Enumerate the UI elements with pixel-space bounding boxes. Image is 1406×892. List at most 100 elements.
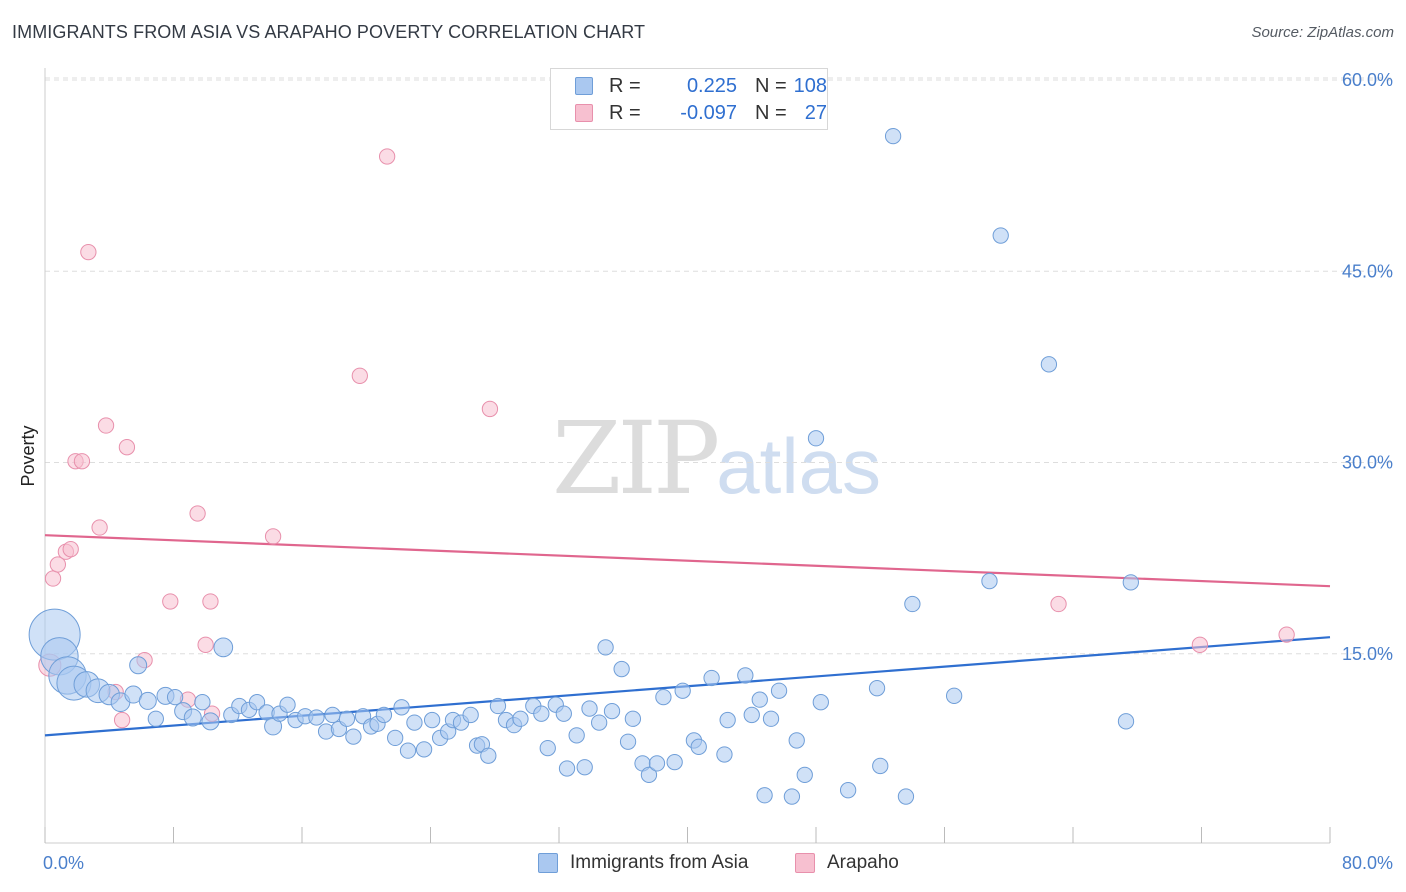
data-point-asia [981, 572, 998, 590]
legend-n-value: 108 [793, 75, 827, 97]
y-tick-label: 15.0% [1342, 644, 1393, 664]
data-point-asia [555, 705, 572, 722]
data-point-arapaho [481, 400, 499, 418]
data-point-asia [613, 660, 630, 678]
data-point-asia [788, 732, 805, 749]
data-point-asia [489, 697, 507, 715]
data-point-asia [387, 729, 404, 747]
data-point-arapaho [62, 541, 79, 558]
watermark: ZIPatlas [552, 400, 881, 517]
data-point-asia [624, 710, 642, 727]
data-point-asia [897, 788, 915, 805]
data-point-asia [338, 710, 356, 727]
bottom-legend-swatch-asia [538, 853, 558, 873]
data-point-asia [719, 711, 736, 729]
legend-swatch-arapaho [575, 104, 593, 122]
data-point-arapaho [378, 148, 396, 165]
x-tick-label: 0.0% [43, 853, 84, 873]
data-point-asia [533, 705, 550, 722]
watermark-zip: ZIP [552, 400, 720, 517]
axes [44, 68, 1331, 844]
legend-r-label: R = [609, 75, 641, 97]
y-axis-title: Poverty [18, 425, 38, 486]
source-label: Source: ZipAtlas.com [1251, 24, 1394, 41]
grid-lines [45, 77, 1395, 655]
data-point-asia [884, 127, 902, 145]
data-point-asia [183, 708, 202, 727]
data-point-asia [756, 787, 773, 804]
data-point-asia [648, 755, 666, 772]
data-point-asia [399, 742, 417, 759]
data-point-asia [703, 669, 720, 687]
data-point-asia [762, 710, 780, 727]
data-point-asia [597, 639, 614, 656]
data-point-asia [462, 706, 479, 724]
trend-line-arapaho [44, 534, 1331, 588]
data-point-arapaho [189, 505, 206, 522]
legend-r-label: R = [609, 102, 641, 124]
data-point-asia [423, 711, 441, 729]
data-point-asia [480, 747, 497, 764]
watermark-atlas: atlas [716, 422, 882, 510]
data-point-asia [201, 712, 220, 731]
data-point-asia [770, 682, 788, 699]
data-point-arapaho [351, 367, 368, 384]
y-tick-label: 45.0% [1342, 261, 1393, 281]
legend-swatch-asia [575, 77, 593, 95]
data-points [28, 127, 1295, 805]
data-point-asia [568, 727, 585, 744]
data-point-arapaho [73, 453, 91, 470]
legend-r-value: -0.097 [680, 102, 737, 124]
data-point-arapaho [162, 593, 179, 610]
data-point-asia [690, 738, 707, 755]
correlation-legend: R = 0.225 N = 108 R = -0.097 N = 27 [550, 68, 828, 130]
data-point-arapaho [91, 519, 108, 536]
data-point-arapaho [1278, 626, 1295, 643]
data-point-asia [603, 702, 621, 720]
data-point-asia [581, 700, 598, 717]
data-point-asia [308, 709, 325, 726]
data-point-asia [415, 741, 433, 758]
data-point-arapaho [1050, 595, 1067, 613]
data-point-asia [674, 682, 691, 699]
data-point-asia [194, 694, 211, 711]
data-point-asia [868, 680, 886, 697]
data-point-asia [248, 694, 266, 711]
data-point-arapaho [1191, 636, 1209, 653]
data-point-asia [129, 656, 148, 675]
data-point-asia [812, 694, 829, 711]
data-point-asia [783, 788, 801, 805]
x-tick-label: 80.0% [1342, 853, 1393, 873]
legend-n-label: N = [755, 102, 787, 124]
data-point-asia [751, 691, 768, 708]
data-point-asia [796, 766, 813, 784]
data-point-asia [375, 706, 393, 724]
y-tick-label: 60.0% [1342, 70, 1393, 90]
legend-n-value: 27 [804, 102, 827, 124]
data-point-asia [992, 227, 1009, 244]
chart-title: IMMIGRANTS FROM ASIA VS ARAPAHO POVERTY … [12, 22, 646, 42]
data-point-asia [558, 760, 576, 777]
data-point-asia [666, 753, 683, 771]
data-point-asia [904, 595, 921, 613]
data-point-arapaho [264, 528, 282, 545]
data-point-asia [737, 667, 754, 684]
data-point-asia [640, 766, 658, 784]
legend-n-label: N = [755, 75, 787, 97]
data-point-arapaho [197, 636, 214, 653]
data-point-asia [743, 706, 760, 724]
y-tick-label: 30.0% [1342, 453, 1393, 473]
data-point-asia [576, 759, 593, 776]
data-point-asia [839, 782, 857, 799]
data-point-asia [945, 687, 963, 704]
data-point-asia [406, 714, 423, 731]
data-point-arapaho [49, 556, 66, 573]
bottom-legend-label-asia: Immigrants from Asia [570, 852, 749, 873]
data-point-asia [147, 710, 164, 727]
data-point-asia [539, 739, 556, 757]
data-point-asia [324, 706, 341, 724]
data-point-arapaho [97, 417, 115, 434]
data-point-asia [591, 714, 608, 731]
data-point-arapaho [80, 243, 97, 261]
